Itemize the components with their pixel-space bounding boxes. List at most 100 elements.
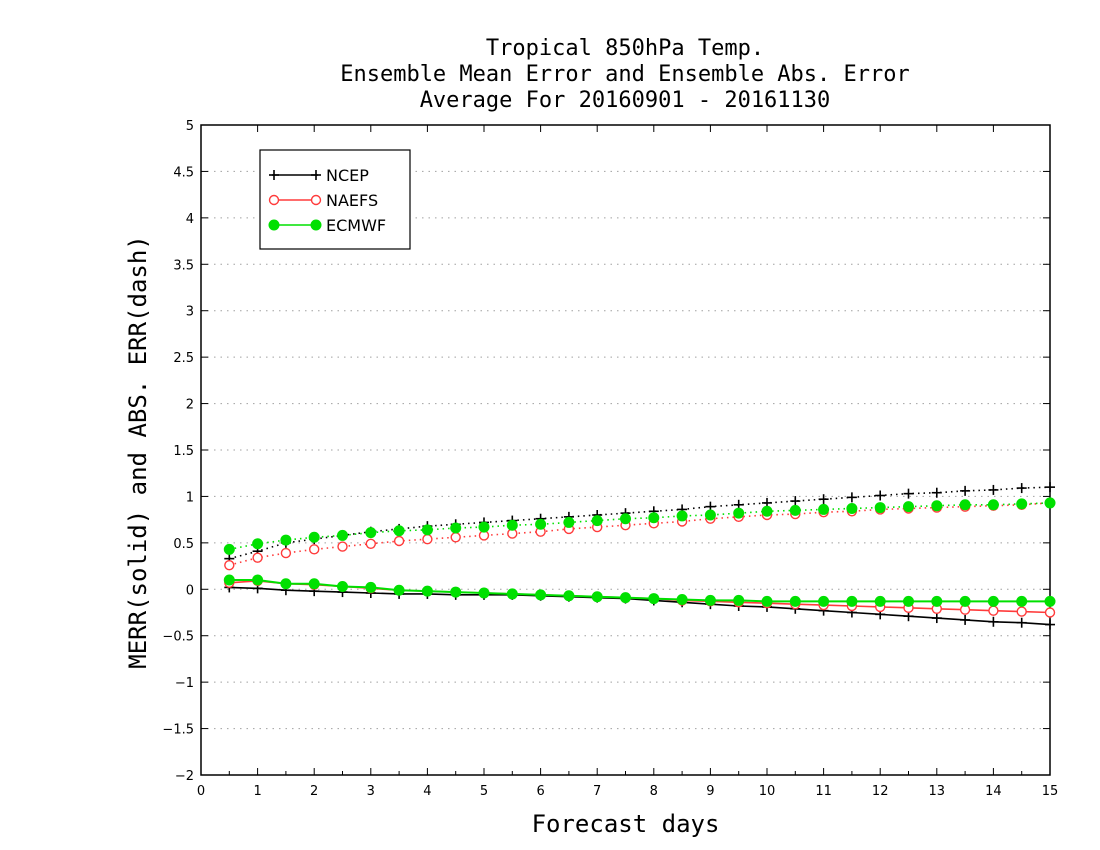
ecmwf-abs-err-point [393,525,405,537]
x-tick-label: 10 [759,784,776,799]
ecmwf-merr-point [1044,595,1056,607]
ecmwf-abs-err-point [1044,497,1056,509]
ecmwf-merr-point [931,595,943,607]
ncep-abs-err-point [875,490,886,501]
ncep-merr-point [960,614,971,625]
legend-naefs-marker-left [268,194,280,206]
naefs-merr-point [1016,606,1027,617]
ecmwf-abs-err-point [789,504,801,516]
series-ecmwf [229,502,1051,603]
y-tick-label: −1.5 [162,723,194,738]
ncep-abs-err-point [790,496,801,507]
x-tick-label: 11 [815,784,832,799]
ncep-abs-err-point [903,488,914,499]
ecmwf-merr-point [874,595,886,607]
y-tick-label: −1 [175,676,194,691]
chart-title-block: Tropical 850hPa Temp. Ensemble Mean Erro… [0,36,1100,114]
ncep-abs-err-point [818,494,829,505]
ecmwf-abs-err-point [365,527,377,539]
ecmwf-merr-point [903,595,914,607]
y-tick-label: −0.5 [162,630,194,645]
ecmwf-merr-point [620,592,631,604]
ncep-merr-point [988,616,999,627]
ecmwf-abs-err-point [761,505,773,517]
y-tick-label: 2 [186,398,194,413]
ecmwf-abs-err-point [959,499,971,511]
ecmwf-merr-line [229,579,1050,603]
ncep-abs-err-point [1045,482,1055,493]
ecmwf-abs-err-point [874,502,886,514]
x-tick-label: 15 [1042,784,1059,799]
naefs-abs-err-point [422,533,433,545]
y-tick-label: 4 [186,212,194,227]
series-ncep-markers [224,482,1055,630]
x-tick-label: 1 [253,784,261,799]
ecmwf-merr-point [846,595,858,607]
ecmwf-abs-err-line [229,502,1051,551]
ecmwf-merr-point [506,588,518,600]
legend-naefs-label: NAEFS [326,191,378,210]
ecmwf-abs-err-point [931,500,943,512]
ecmwf-merr-point [987,595,999,607]
series-naefs [229,502,1051,614]
chart-title: Tropical 850hPa Temp. [485,36,765,61]
ecmwf-merr-point [223,574,235,586]
ncep-merr-point [1045,619,1055,630]
ecmwf-abs-err-point [337,529,348,541]
naefs-abs-err-point [309,544,320,555]
ecmwf-abs-err-point [252,538,264,550]
y-tick-label: 2.5 [173,351,194,366]
ncep-merr-point [1016,617,1027,628]
legend-ecmwf-marker-left [268,219,280,231]
ecmwf-merr-point [393,584,405,596]
naefs-abs-err-point [337,541,348,552]
ecmwf-merr-point [704,594,716,606]
y-tick-label: 0.5 [173,537,194,552]
x-tick-label: 9 [706,784,714,799]
y-tick-label: 1 [186,490,194,505]
ecmwf-merr-point [563,590,575,602]
x-tick-label: 2 [310,784,318,799]
series-ncep [229,486,1051,626]
naefs-abs-err-point [393,535,405,547]
ecmwf-merr-point [648,593,660,605]
ecmwf-abs-err-point [591,515,603,527]
ecmwf-merr-point [676,594,688,605]
naefs-merr-point [988,605,999,616]
naefs-abs-err-point [365,538,376,549]
ecmwf-merr-point [535,589,547,601]
ncep-abs-err-line [229,486,1051,560]
y-tick-label: 4.5 [173,165,194,180]
x-tick-label: 3 [367,784,375,799]
ecmwf-abs-err-point [846,503,858,514]
ecmwf-abs-err-point [450,522,462,534]
ecmwf-merr-point [761,595,773,607]
ncep-abs-err-point [988,484,999,495]
ecmwf-merr-point [308,578,320,590]
ecmwf-abs-err-point [818,503,830,515]
grid-lines [201,170,1050,730]
ecmwf-abs-err-point [535,518,547,530]
x-tick-label: 4 [423,784,431,799]
naefs-abs-err-point [224,559,235,571]
ecmwf-merr-point [733,594,745,606]
y-axis-title: MERR(solid) and ABS. ERR(dash) [124,235,152,668]
ncep-merr-line [229,586,1051,626]
ecmwf-merr-point [337,581,348,592]
y-tick-label: 3.5 [173,258,194,273]
legend-ecmwf-marker-right [310,219,322,231]
x-tick-label: 0 [197,784,205,799]
ecmwf-merr-point [280,578,292,590]
ecmwf-abs-err-point [506,519,518,531]
ecmwf-abs-err-point [704,509,716,521]
ncep-abs-err-point [931,487,942,498]
legend-box [259,149,411,250]
legend-ncep-marker-left [269,170,279,180]
y-tick-label: 3 [186,305,194,320]
ecmwf-abs-err-point [421,524,433,536]
legend: NCEP NAEFS ECMWF [259,149,411,250]
ncep-abs-err-point [1016,483,1027,494]
legend-ncep-marker-right [311,170,321,180]
ecmwf-abs-err-point [903,501,914,513]
